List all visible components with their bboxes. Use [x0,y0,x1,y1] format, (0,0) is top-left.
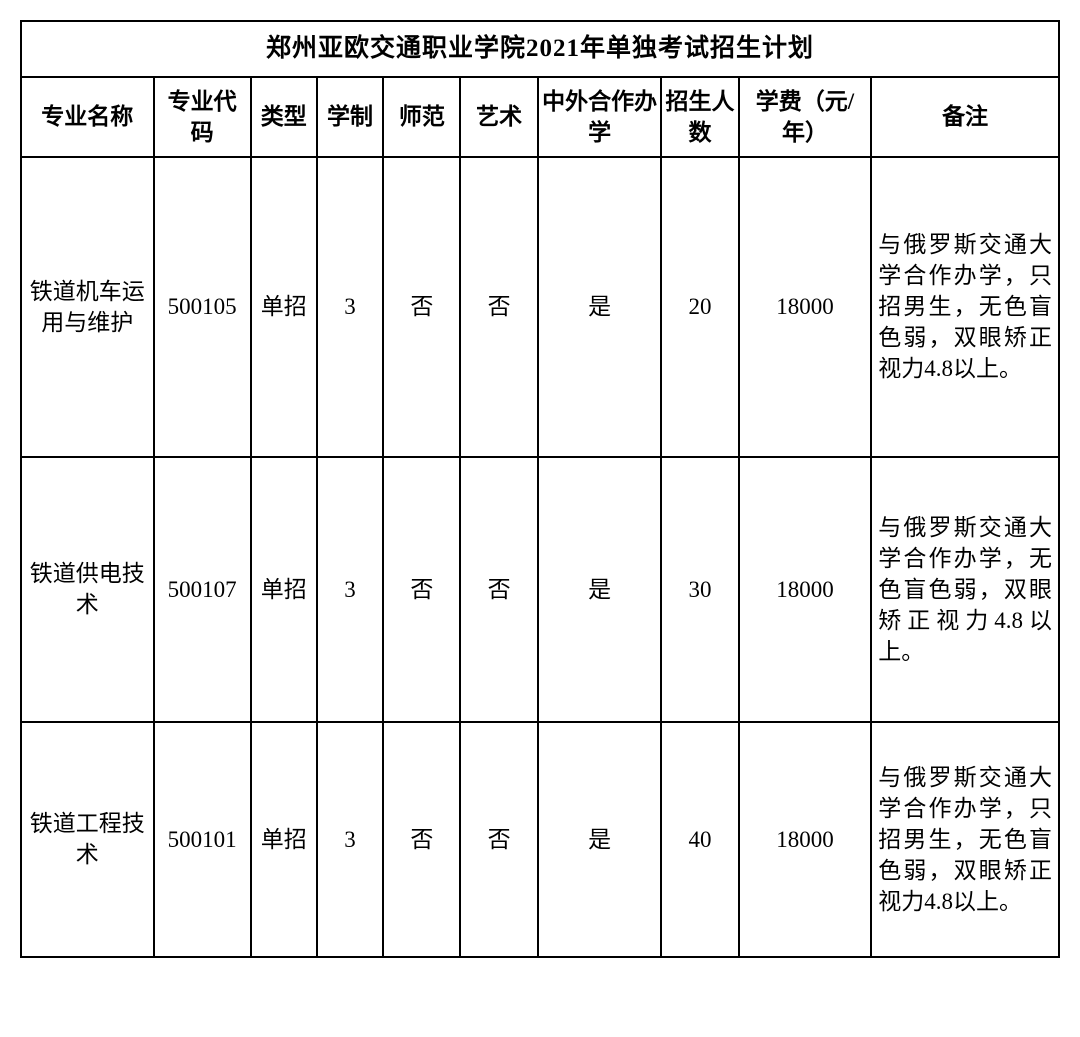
cell-fee: 18000 [739,722,872,957]
cell-duration: 3 [317,457,383,722]
col-header-remarks: 备注 [871,77,1059,157]
table-row: 铁道机车运用与维护 500105 单招 3 否 否 是 20 18000 与俄罗… [21,157,1059,457]
cell-name: 铁道机车运用与维护 [21,157,154,457]
cell-coop: 是 [538,722,662,957]
cell-code: 500107 [154,457,251,722]
enrollment-plan-table: 郑州亚欧交通职业学院2021年单独考试招生计划 专业名称 专业代码 类型 学制 … [20,20,1060,958]
cell-normal: 否 [383,457,460,722]
cell-code: 500105 [154,157,251,457]
col-header-code: 专业代码 [154,77,251,157]
cell-art: 否 [460,722,537,957]
cell-remarks: 与俄罗斯交通大学合作办学，只招男生，无色盲色弱，双眼矫正视力4.8以上。 [871,157,1059,457]
col-header-type: 类型 [251,77,317,157]
table-row: 铁道工程技术 500101 单招 3 否 否 是 40 18000 与俄罗斯交通… [21,722,1059,957]
cell-coop: 是 [538,157,662,457]
cell-type: 单招 [251,157,317,457]
cell-duration: 3 [317,722,383,957]
cell-name: 铁道供电技术 [21,457,154,722]
cell-remarks: 与俄罗斯交通大学合作办学，只招男生，无色盲色弱，双眼矫正视力4.8以上。 [871,722,1059,957]
cell-count: 40 [661,722,738,957]
cell-remarks: 与俄罗斯交通大学合作办学，无色盲色弱，双眼矫正视力4.8以上。 [871,457,1059,722]
cell-coop: 是 [538,457,662,722]
col-header-duration: 学制 [317,77,383,157]
cell-fee: 18000 [739,157,872,457]
cell-normal: 否 [383,722,460,957]
col-header-coop: 中外合作办学 [538,77,662,157]
cell-art: 否 [460,457,537,722]
cell-art: 否 [460,157,537,457]
col-header-fee: 学费（元/年） [739,77,872,157]
col-header-count: 招生人数 [661,77,738,157]
col-header-art: 艺术 [460,77,537,157]
cell-name: 铁道工程技术 [21,722,154,957]
cell-duration: 3 [317,157,383,457]
cell-type: 单招 [251,722,317,957]
col-header-name: 专业名称 [21,77,154,157]
cell-count: 20 [661,157,738,457]
cell-count: 30 [661,457,738,722]
cell-normal: 否 [383,157,460,457]
cell-code: 500101 [154,722,251,957]
col-header-normal: 师范 [383,77,460,157]
table-title: 郑州亚欧交通职业学院2021年单独考试招生计划 [21,21,1059,77]
cell-type: 单招 [251,457,317,722]
cell-fee: 18000 [739,457,872,722]
table-row: 铁道供电技术 500107 单招 3 否 否 是 30 18000 与俄罗斯交通… [21,457,1059,722]
